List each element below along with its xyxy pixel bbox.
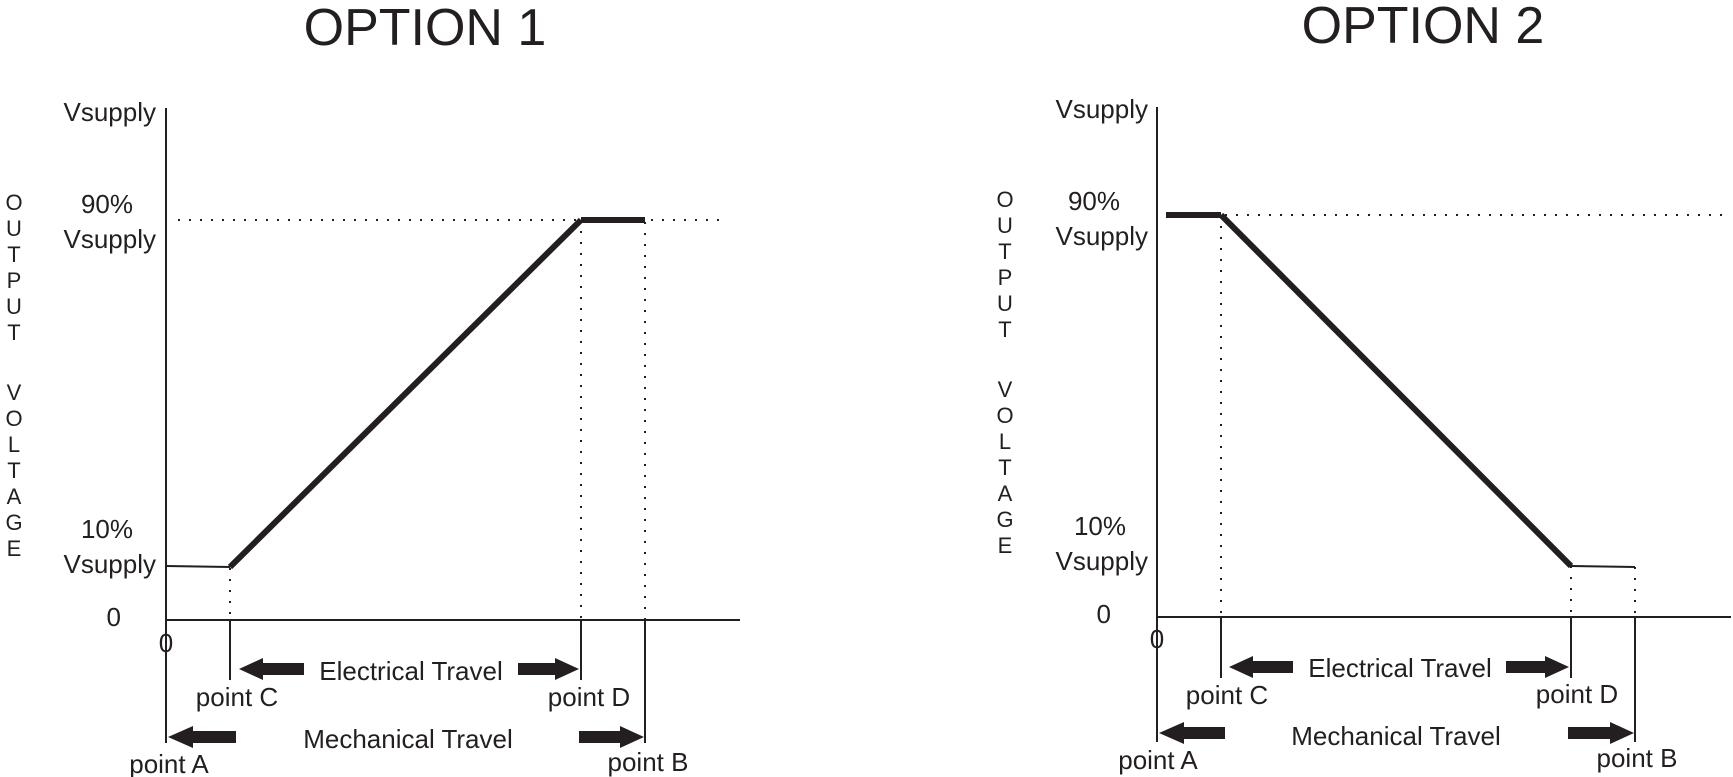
y-axis-letter: O <box>5 406 22 431</box>
output-low-segment <box>1570 565 1636 568</box>
panel-title: OPTION 1 <box>304 0 547 57</box>
y-label-10-percent: 10% <box>81 514 133 544</box>
electrical-travel-right-arrow <box>518 658 579 680</box>
y-label-10-vsupply: Vsupply <box>1056 546 1149 576</box>
y-axis-letter: T <box>998 317 1011 342</box>
electrical-travel-label: Electrical Travel <box>1308 653 1492 683</box>
output-ramp <box>227 217 584 570</box>
y-axis-letter: L <box>999 429 1011 454</box>
y-label-10-percent: 10% <box>1074 511 1126 541</box>
y-axis-letter: U <box>6 294 22 319</box>
y-axis-letter: A <box>998 481 1013 506</box>
y-axis-letter: O <box>996 403 1013 428</box>
panel-option-2: OPTION 2 O U T P U T V O L T A G E Vsupp… <box>996 0 1731 775</box>
point-b-label: point B <box>1597 743 1678 773</box>
y-axis-letter: T <box>7 458 20 483</box>
y-axis-letter: T <box>998 455 1011 480</box>
electrical-travel-left-arrow <box>239 658 304 680</box>
y-label-vsupply: Vsupply <box>1056 94 1149 124</box>
output-low-segment <box>165 565 231 568</box>
y-label-90-vsupply: Vsupply <box>64 224 157 254</box>
output-ramp <box>1218 212 1574 569</box>
y-axis-letter: U <box>6 216 22 241</box>
y-axis-letter: G <box>5 510 22 535</box>
y-axis-title: O U T P U T V O L T A G E <box>996 187 1013 558</box>
y-axis-letter: T <box>7 242 20 267</box>
electrical-travel-label: Electrical Travel <box>319 656 503 686</box>
point-c-label: point C <box>196 682 278 712</box>
mechanical-travel-label: Mechanical Travel <box>303 724 513 754</box>
electrical-travel-right-arrow <box>1506 656 1569 678</box>
point-a-label: point A <box>1118 745 1198 775</box>
y-axis-letter: T <box>998 239 1011 264</box>
y-label-90-percent: 90% <box>1068 186 1120 216</box>
y-label-10-vsupply: Vsupply <box>64 549 157 579</box>
point-b-label: point B <box>608 747 689 777</box>
y-axis-letter: P <box>998 265 1013 290</box>
y-axis-letter: U <box>997 291 1013 316</box>
y-axis-letter: E <box>7 536 22 561</box>
mechanical-travel-right-arrow <box>579 726 644 748</box>
y-label-zero: 0 <box>1097 599 1111 629</box>
y-axis-letter: U <box>997 213 1013 238</box>
panel-title: OPTION 2 <box>1302 0 1545 55</box>
y-axis-letter: O <box>5 190 22 215</box>
y-label-zero: 0 <box>107 602 121 632</box>
y-axis-letter: O <box>996 187 1013 212</box>
y-label-vsupply: Vsupply <box>64 97 157 127</box>
y-axis-letter: G <box>996 507 1013 532</box>
point-c-label: point C <box>1186 680 1268 710</box>
y-axis-title: O U T P U T V O L T A G E <box>5 190 22 561</box>
mechanical-travel-left-arrow <box>168 726 236 748</box>
y-axis-letter: A <box>7 484 22 509</box>
point-d-label: point D <box>548 682 630 712</box>
electrical-travel-left-arrow <box>1229 656 1293 678</box>
mechanical-travel-right-arrow <box>1568 722 1634 744</box>
y-axis-letter: V <box>7 380 22 405</box>
y-label-90-percent: 90% <box>81 189 133 219</box>
point-a-label: point A <box>129 749 209 777</box>
y-axis-letter: P <box>7 268 22 293</box>
panel-option-1: OPTION 1 O U T P U T V O L T A G E Vsupp… <box>5 0 740 777</box>
y-label-90-vsupply: Vsupply <box>1056 221 1149 251</box>
y-axis-letter: E <box>998 533 1013 558</box>
point-d-label: point D <box>1536 679 1618 709</box>
mechanical-travel-left-arrow <box>1159 722 1225 744</box>
y-axis-letter: V <box>998 377 1013 402</box>
y-axis-letter: L <box>8 432 20 457</box>
mechanical-travel-label: Mechanical Travel <box>1291 721 1501 751</box>
y-axis-letter: T <box>7 320 20 345</box>
